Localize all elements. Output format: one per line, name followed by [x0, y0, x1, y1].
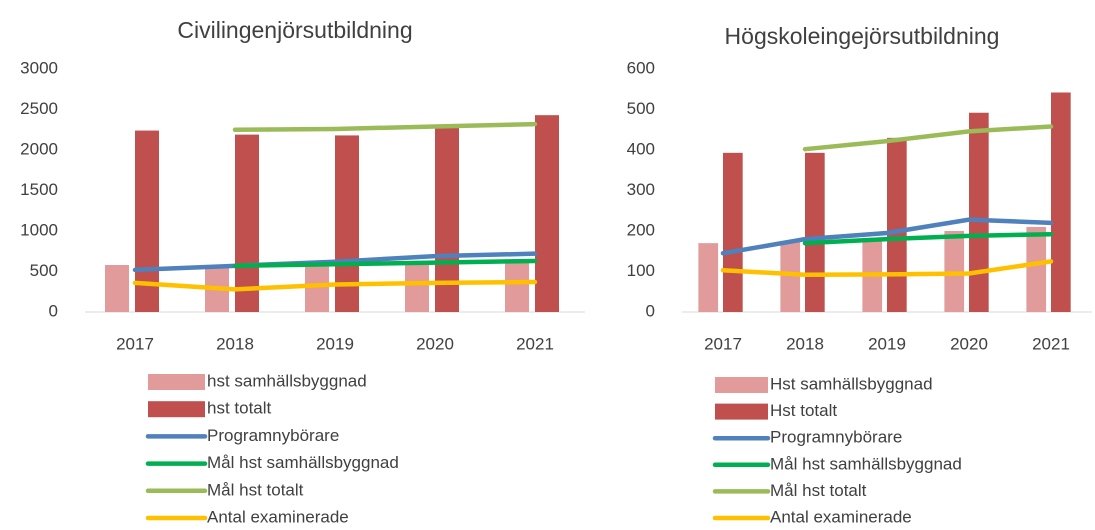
legend-label: Antal examinerade [770, 507, 912, 526]
legend-label: Mål hst totalt [770, 481, 867, 500]
y-tick-label: 2000 [20, 139, 58, 158]
y-tick-label: 300 [627, 180, 655, 199]
legend-swatch [715, 403, 768, 420]
legend-swatch [148, 374, 205, 390]
legend-swatch [148, 401, 205, 418]
x-tick-label: 2020 [416, 334, 454, 353]
line [720, 217, 1054, 256]
bar [505, 261, 529, 312]
y-tick-label: 0 [646, 301, 655, 320]
legend-label: Hst samhällsbyggnad [770, 374, 933, 393]
x-tick-label: 2018 [786, 334, 824, 353]
legend-swatch [715, 377, 768, 393]
y-tick-label: 600 [627, 58, 655, 77]
bar [723, 152, 743, 312]
legend-label: Hst totalt [770, 401, 837, 420]
y-tick-label: 100 [627, 261, 655, 280]
y-tick-label: 2500 [20, 99, 58, 118]
y-tick-label: 3000 [20, 58, 58, 77]
bar [105, 265, 129, 312]
legend-label: Antal examinerade [207, 507, 349, 526]
bar [805, 152, 825, 312]
line [720, 259, 1054, 277]
bar [780, 241, 801, 312]
legend-label: hst totalt [207, 399, 272, 418]
y-tick-label: 500 [627, 99, 655, 118]
line [132, 251, 538, 273]
bar [698, 243, 719, 312]
bar [887, 137, 907, 312]
y-tick-label: 500 [30, 261, 58, 280]
y-tick-label: 400 [627, 139, 655, 158]
line [132, 279, 538, 292]
x-tick-label: 2017 [116, 334, 154, 353]
chart-title: Civilingenjörsutbildning [177, 17, 412, 43]
legend-label: Programnybörare [207, 426, 339, 445]
x-tick-label: 2018 [216, 334, 254, 353]
line [232, 121, 538, 132]
x-tick-label: 2021 [1032, 334, 1070, 353]
chart-title: Högskoleingejörsutbildning [725, 23, 1000, 49]
y-tick-label: 200 [627, 220, 655, 239]
legend-label: Programnybörare [770, 428, 902, 447]
bar [535, 115, 559, 312]
legend-label: Mål hst totalt [207, 480, 304, 499]
bar [1026, 226, 1047, 312]
line [802, 231, 1054, 246]
x-tick-label: 2021 [516, 334, 554, 353]
bar [969, 112, 989, 313]
line [802, 124, 1054, 152]
legend-label: hst samhällsbyggnad [207, 371, 367, 390]
legend-label: Mål hst samhällsbyggnad [770, 454, 962, 473]
x-tick-label: 2019 [868, 334, 906, 353]
bar [235, 134, 259, 312]
x-tick-label: 2020 [950, 334, 988, 353]
legend-label: Mål hst samhällsbyggnad [207, 453, 399, 472]
bar [405, 263, 429, 312]
y-tick-label: 1500 [20, 180, 58, 199]
bar [1051, 92, 1071, 313]
y-tick-label: 0 [49, 301, 58, 320]
line [232, 258, 538, 269]
x-tick-label: 2017 [704, 334, 742, 353]
y-tick-label: 1000 [20, 220, 58, 239]
x-tick-label: 2019 [316, 334, 354, 353]
